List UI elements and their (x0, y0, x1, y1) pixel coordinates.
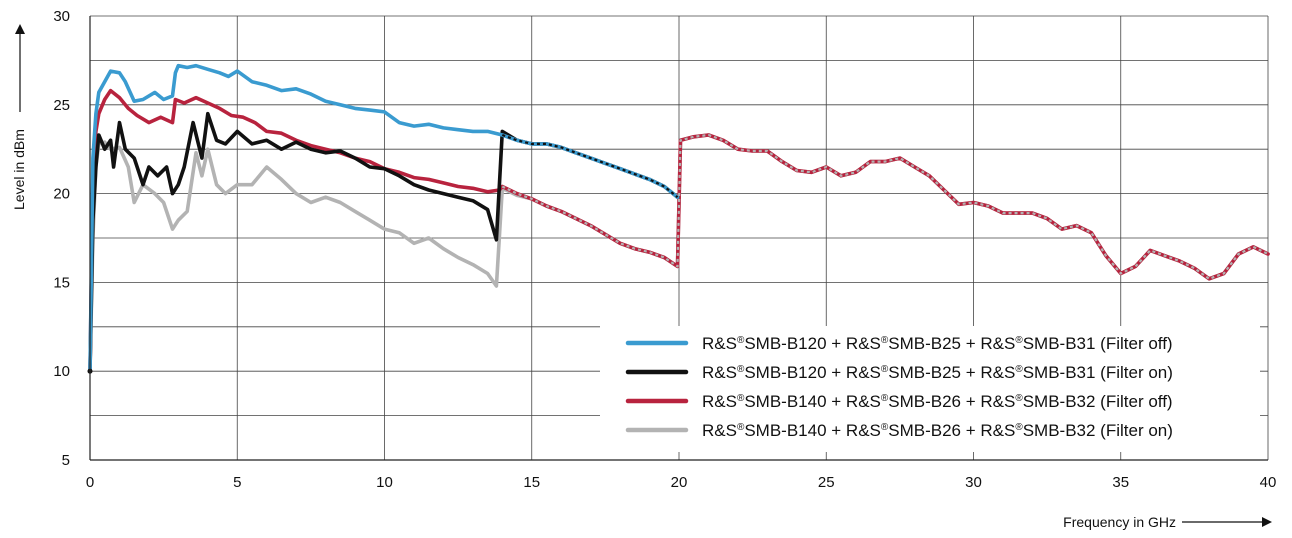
y-tick-label: 5 (62, 452, 70, 469)
y-tick-label: 15 (53, 274, 70, 291)
x-tick-label: 25 (818, 474, 835, 491)
x-tick-label: 5 (233, 474, 241, 491)
axes (89, 16, 1268, 461)
y-tick-label: 10 (53, 363, 70, 380)
x-tick-label: 20 (671, 474, 688, 491)
legend-entry: R&S®SMB-B140 + R&S®SMB-B26 + R&S®SMB-B32… (702, 392, 1173, 411)
legend-entry: R&S®SMB-B140 + R&S®SMB-B26 + R&S®SMB-B32… (702, 421, 1173, 440)
x-tick-label: 30 (965, 474, 982, 491)
legend: R&S®SMB-B120 + R&S®SMB-B25 + R&S®SMB-B31… (600, 326, 1260, 452)
x-tick-label: 35 (1112, 474, 1129, 491)
legend-entry: R&S®SMB-B120 + R&S®SMB-B25 + R&S®SMB-B31… (702, 363, 1173, 382)
x-tick-label: 0 (86, 474, 94, 491)
x-axis-arrow (1182, 517, 1272, 527)
series-line-3 (88, 88, 1270, 374)
series-layer (87, 63, 1270, 374)
x-tick-label: 40 (1260, 474, 1277, 491)
legend-box (600, 326, 1260, 452)
y-tick-label: 25 (53, 97, 70, 114)
x-tick-label: 10 (376, 474, 393, 491)
series-overlap-b120 (501, 133, 679, 199)
series-line-2 (88, 111, 680, 374)
x-tick-label: 15 (523, 474, 540, 491)
y-tick-label: 20 (53, 186, 70, 203)
legend-entry: R&S®SMB-B120 + R&S®SMB-B25 + R&S®SMB-B31… (702, 334, 1173, 353)
y-axis-arrow (15, 24, 25, 112)
x-axis-label: Frequency in GHz (1063, 514, 1176, 530)
y-tick-label: 30 (53, 8, 70, 25)
y-axis-label: Level in dBm (11, 129, 27, 210)
series-overlap-b140 (501, 133, 1269, 280)
